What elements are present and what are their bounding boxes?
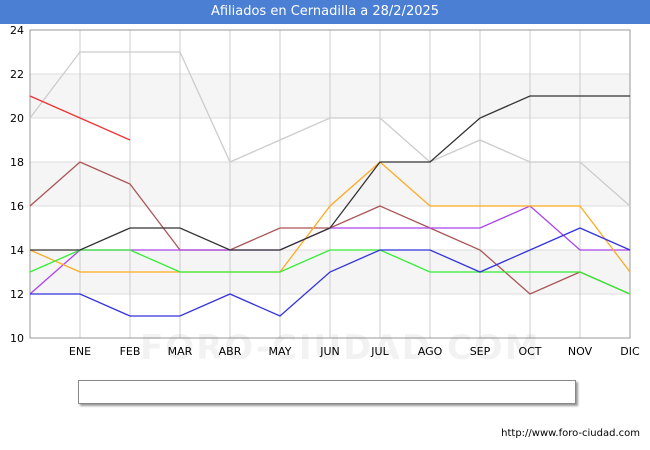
y-tick-label: 22: [10, 68, 24, 81]
x-tick-label: ENE: [69, 345, 91, 358]
x-tick-label: JUN: [319, 345, 340, 358]
series-line-2023: [30, 227, 631, 317]
y-tick-label: 10: [10, 332, 24, 345]
y-tick-label: 24: [10, 24, 24, 37]
series-line-2018: [29, 51, 631, 207]
series-line-2021: [29, 161, 631, 273]
source-url[interactable]: http://www.foro-ciudad.com: [501, 428, 640, 439]
watermark: FORO-CIUDAD.COM: [140, 328, 541, 368]
x-tick-label: MAY: [269, 345, 292, 358]
chart-title: Afiliados en Cernadilla a 28/2/2025: [210, 4, 440, 19]
x-tick-label: OCT: [518, 345, 541, 358]
x-tick-label: AGO: [418, 345, 443, 358]
x-tick-label: MAR: [168, 345, 193, 358]
series-line-2024: [30, 95, 630, 251]
title-bar: [0, 0, 650, 24]
legend: [78, 380, 576, 404]
y-tick-label: 14: [10, 244, 24, 257]
x-tick-label: FEB: [120, 345, 141, 358]
x-tick-label: SEP: [470, 345, 491, 358]
y-tick-label: 16: [10, 200, 24, 213]
x-tick-label: NOV: [568, 345, 593, 358]
y-tick-label: 12: [10, 288, 24, 301]
y-tick-label: 18: [10, 156, 24, 169]
series-line-2022: [29, 249, 631, 295]
x-tick-label: ABR: [219, 345, 242, 358]
y-tick-label: 20: [10, 112, 24, 125]
series-line-2025: [29, 95, 131, 141]
x-tick-label: JUL: [370, 345, 389, 358]
x-tick-label: DIC: [620, 345, 640, 358]
plot-border: [29, 29, 631, 339]
